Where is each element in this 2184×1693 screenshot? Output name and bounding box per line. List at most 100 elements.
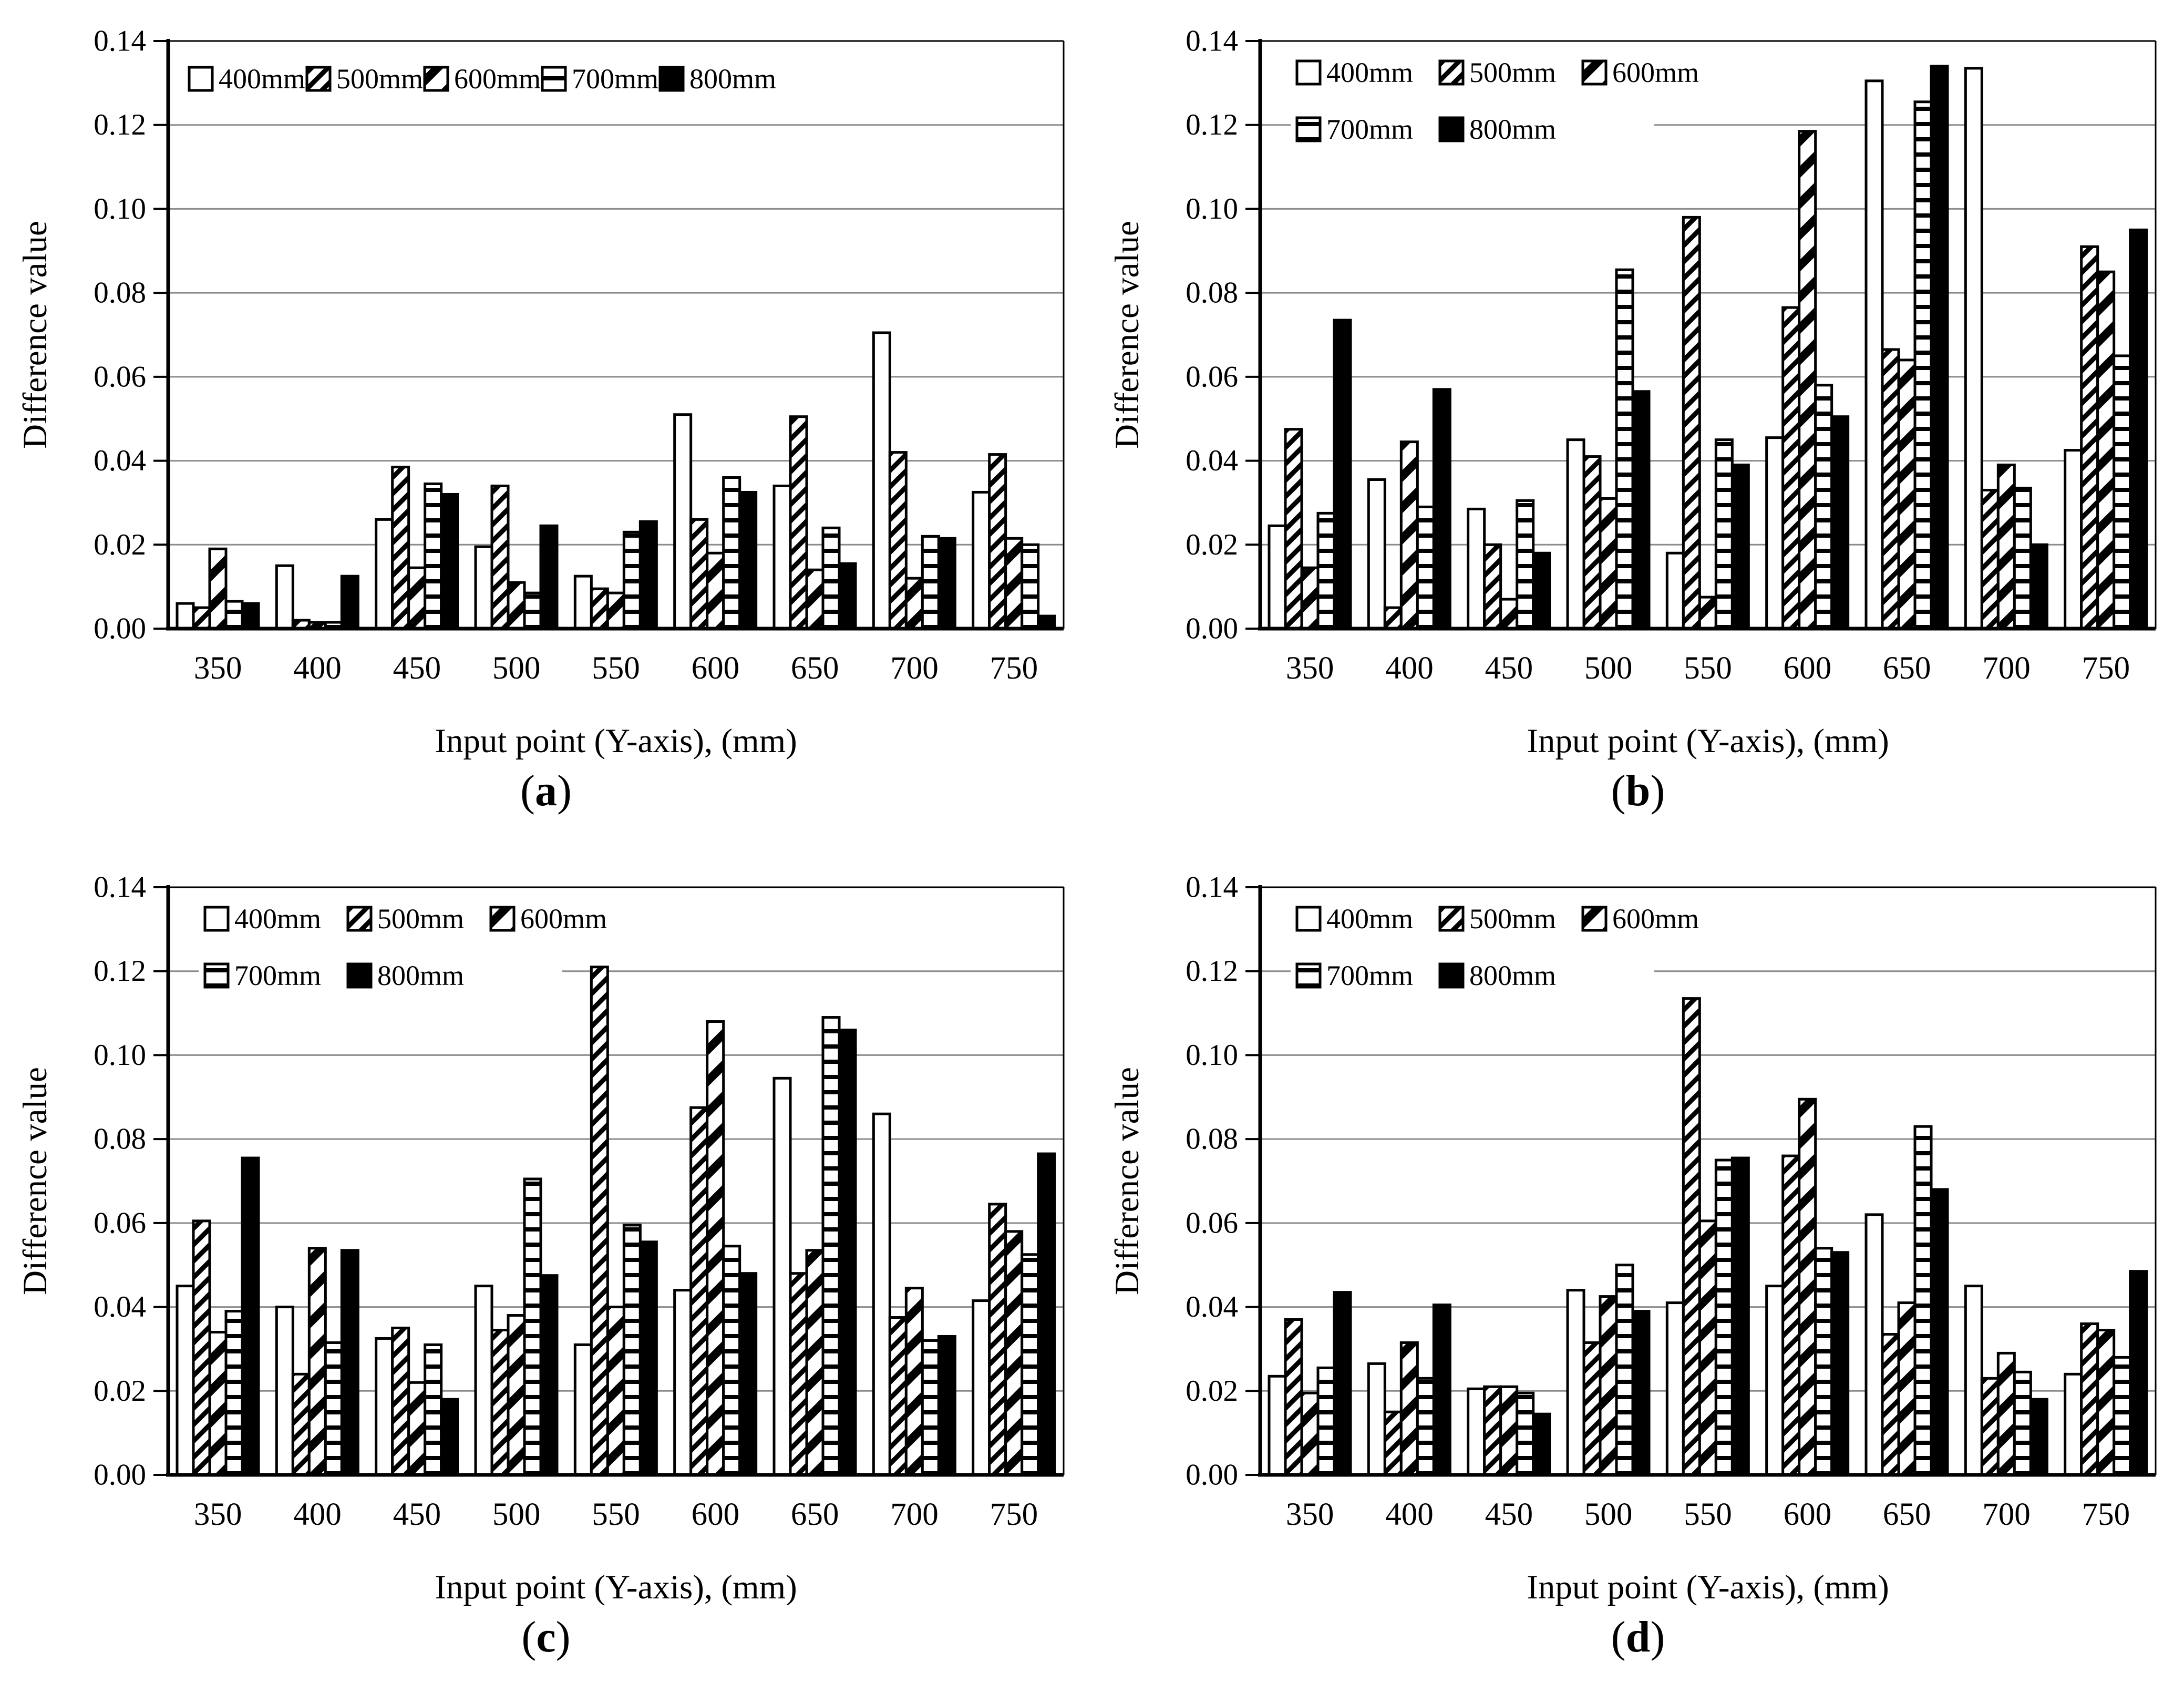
x-tick-label-750: 750 [2082,1497,2130,1532]
y-tick-label-0.02: 0.02 [94,1374,146,1408]
bar-a-450-600mm [407,566,427,630]
x-tick-label-400: 400 [293,1497,342,1532]
x-tick-label-750: 750 [990,1497,1038,1532]
x-axis-title: Input point (Y-axis), (mm) [1527,1568,1889,1606]
legend-swatch-800mm [346,962,373,989]
bar-c-650-700mm [821,1016,841,1476]
legend-swatch-700mm [1295,962,1322,989]
chart-b-caption: (b) [1092,765,2184,816]
chart-b-canvas: 0.00 0.02 0.04 0.06 0.08 0.10 0.12 0.14 350 400 45… [1108,25,2157,760]
x-tick-label-500: 500 [492,651,541,686]
bar-b-550-400mm [1665,551,1685,630]
bar-b-450-700mm [1516,499,1535,630]
bar-b-450-400mm [1467,507,1486,630]
bar-b-400-800mm [1432,388,1451,630]
y-axis-title: Difference value [1108,1067,1146,1295]
bar-a-700-800mm [937,537,956,630]
bar-c-450-700mm [424,1343,443,1476]
y-tick-label-0.06: 0.06 [1186,1206,1238,1239]
bar-b-500-800mm [1631,390,1651,630]
legend-swatch-800mm [658,66,685,92]
x-tick-label-650: 650 [1883,651,1931,686]
bar-a-600-600mm [706,551,725,630]
y-tick-label-0.12: 0.12 [1186,108,1238,141]
y-tick-label-0.00: 0.00 [1186,1459,1238,1492]
bar-b-450-500mm [1483,543,1502,630]
x-tick-label-700: 700 [890,651,939,686]
legend-label-600mm: 600mm [1612,903,1699,935]
bar-d-400-400mm [1367,1362,1386,1476]
bar-b-350-800mm [1333,319,1352,630]
bar-a-750-800mm [1037,614,1056,630]
x-tick-label-500: 500 [1584,1497,1633,1532]
legend-swatch-800mm [1438,962,1465,989]
legend-label-800mm: 800mm [377,960,464,991]
legend-label-500mm: 500mm [1469,903,1556,935]
bar-c-550-500mm [590,966,609,1476]
bar-c-750-800mm [1037,1152,1056,1476]
legend-label-700mm: 700mm [1326,960,1413,991]
x-tick-label-350: 350 [194,1497,242,1532]
legend-label-500mm: 500mm [1469,57,1556,88]
bar-b-650-600mm [1897,358,1917,630]
bar-d-500-600mm [1599,1295,1618,1476]
bar-a-550-600mm [606,591,625,630]
bar-b-350-400mm [1268,524,1287,630]
y-tick-label-0.12: 0.12 [94,955,146,988]
bar-c-600-800mm [738,1272,758,1476]
bar-a-450-400mm [375,518,394,630]
bar-d-750-400mm [2064,1372,2083,1476]
bar-a-400-800mm [340,574,359,630]
bar-b-500-400mm [1566,438,1585,630]
bar-b-400-700mm [1416,505,1435,630]
bar-d-650-600mm [1897,1301,1917,1476]
y-tick-label-0.06: 0.06 [94,1206,146,1239]
y-tick-label-0.06: 0.06 [94,360,146,393]
x-tick-label-700: 700 [1982,1497,2031,1532]
bar-d-450-500mm [1483,1385,1502,1476]
chart-d-caption: (d) [1092,1612,2184,1663]
legend-label-800mm: 800mm [1469,114,1556,145]
y-tick-label-0.14: 0.14 [94,25,146,58]
x-axis-title: Input point (Y-axis), (mm) [1527,722,1889,760]
y-tick-label-0.12: 0.12 [1186,955,1238,988]
bar-a-450-500mm [391,466,410,630]
legend-label-600mm: 600mm [520,903,607,935]
bar-b-650-400mm [1864,79,1884,630]
bar-a-700-400mm [872,331,891,630]
bar-c-550-700mm [622,1224,642,1476]
bar-a-650-800mm [838,562,857,630]
bar-d-700-700mm [2013,1370,2032,1476]
bar-b-600-600mm [1798,130,1817,630]
bar-a-600-700mm [722,476,741,630]
bar-c-550-600mm [606,1306,625,1476]
x-tick-label-750: 750 [990,651,1038,686]
bar-c-750-400mm [972,1299,991,1476]
legend-swatch-500mm [1438,906,1465,932]
y-tick-label-0.00: 0.00 [94,612,146,645]
bar-a-400-400mm [275,564,294,630]
bar-c-650-800mm [838,1029,857,1476]
x-tick-label-550: 550 [1684,1497,1732,1532]
legend-label-600mm: 600mm [454,63,541,95]
bar-c-500-600mm [507,1314,526,1476]
legend-swatch-400mm [1295,59,1322,86]
bar-a-700-600mm [904,577,924,630]
bar-c-350-800mm [241,1156,260,1476]
legend-swatch-400mm [203,906,230,932]
bar-d-650-800mm [1930,1188,1949,1476]
y-tick-label-0.14: 0.14 [1186,25,1238,58]
bar-b-500-600mm [1599,497,1618,630]
y-axis-title: Difference value [16,1067,54,1295]
y-tick-label-0.08: 0.08 [1186,276,1238,310]
chart-c-canvas: 0.00 0.02 0.04 0.06 0.08 0.10 0.12 0.14 350 400 45… [16,871,1065,1606]
bar-b-650-700mm [1913,100,1933,630]
bar-a-350-800mm [241,602,260,630]
bar-b-750-600mm [2096,270,2116,630]
bar-a-350-700mm [224,600,244,630]
bar-c-350-700mm [224,1310,244,1476]
legend-swatch-600mm [1581,59,1608,86]
caption-close: ) [1650,1613,1665,1661]
bar-b-400-600mm [1399,440,1419,630]
chart-d-canvas: 0.00 0.02 0.04 0.06 0.08 0.10 0.12 0.14 350 400 45… [1108,871,2157,1606]
